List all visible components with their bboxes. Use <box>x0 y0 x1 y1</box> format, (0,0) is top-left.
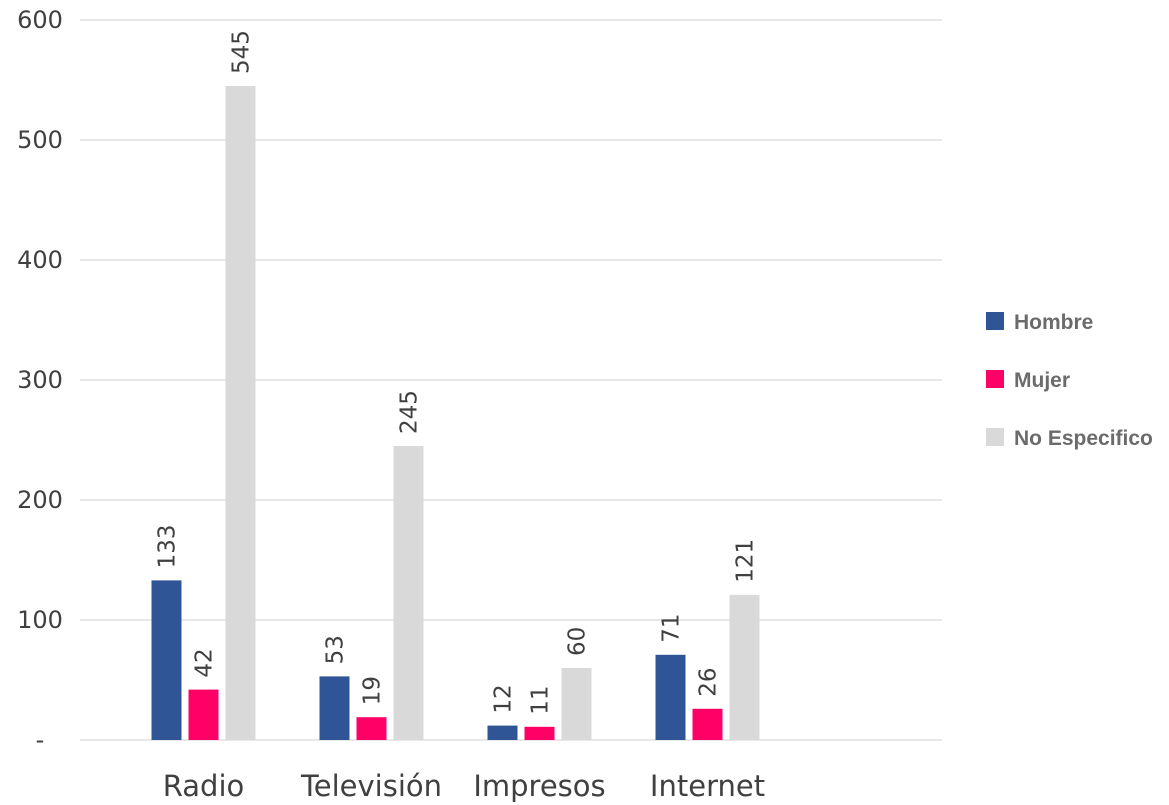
bar-no-especifico <box>393 446 424 740</box>
y-tick-label: 200 <box>17 486 63 514</box>
bar-mujer <box>356 717 387 740</box>
bar-mujer <box>524 726 555 740</box>
gridlines <box>80 19 942 741</box>
y-tick-label: - <box>36 726 45 754</box>
bars <box>151 86 760 740</box>
y-tick-label: 500 <box>17 126 63 154</box>
y-tick-label: 400 <box>17 246 63 274</box>
legend-swatch <box>986 370 1004 388</box>
data-label: 60 <box>565 627 591 656</box>
data-label: 53 <box>323 635 349 664</box>
legend-label: No Especifico <box>1014 427 1153 450</box>
legend-label: Mujer <box>1014 369 1070 392</box>
x-axis-categories: Radio Televisión Impresos Internet <box>163 769 765 803</box>
y-tick-label: 600 <box>17 6 63 34</box>
legend-swatch <box>986 428 1004 446</box>
bar-hombre <box>487 725 518 740</box>
data-label: 121 <box>733 539 759 583</box>
data-label: 133 <box>155 524 181 568</box>
bar-no-especifico <box>561 668 592 740</box>
bar-mujer <box>692 708 723 740</box>
data-labels: 133 42 545 53 19 245 12 11 60 71 26 121 <box>155 30 759 715</box>
data-label: 42 <box>192 648 218 677</box>
x-category-label: Radio <box>163 769 245 803</box>
legend: Hombre Mujer No Especifico <box>986 311 1153 450</box>
data-label: 26 <box>696 668 722 697</box>
bar-hombre <box>655 654 686 740</box>
bar-hombre <box>319 676 350 740</box>
data-label: 12 <box>491 684 517 713</box>
bar-no-especifico <box>729 594 760 740</box>
bar-hombre <box>151 580 182 740</box>
data-label: 19 <box>360 676 386 705</box>
legend-label: Hombre <box>1014 311 1093 334</box>
y-tick-label: 100 <box>17 606 63 634</box>
x-category-label: Televisión <box>300 769 442 803</box>
y-axis-ticks: - 100 200 300 400 500 600 <box>17 6 63 754</box>
bar-mujer <box>188 689 219 740</box>
x-category-label: Internet <box>650 769 765 803</box>
legend-swatch <box>986 312 1004 330</box>
bar-no-especifico <box>225 86 256 740</box>
data-label: 71 <box>659 614 685 643</box>
y-tick-label: 300 <box>17 366 63 394</box>
data-label: 245 <box>397 390 423 434</box>
data-label: 545 <box>229 30 255 74</box>
data-label: 11 <box>528 686 554 715</box>
x-category-label: Impresos <box>473 769 605 803</box>
